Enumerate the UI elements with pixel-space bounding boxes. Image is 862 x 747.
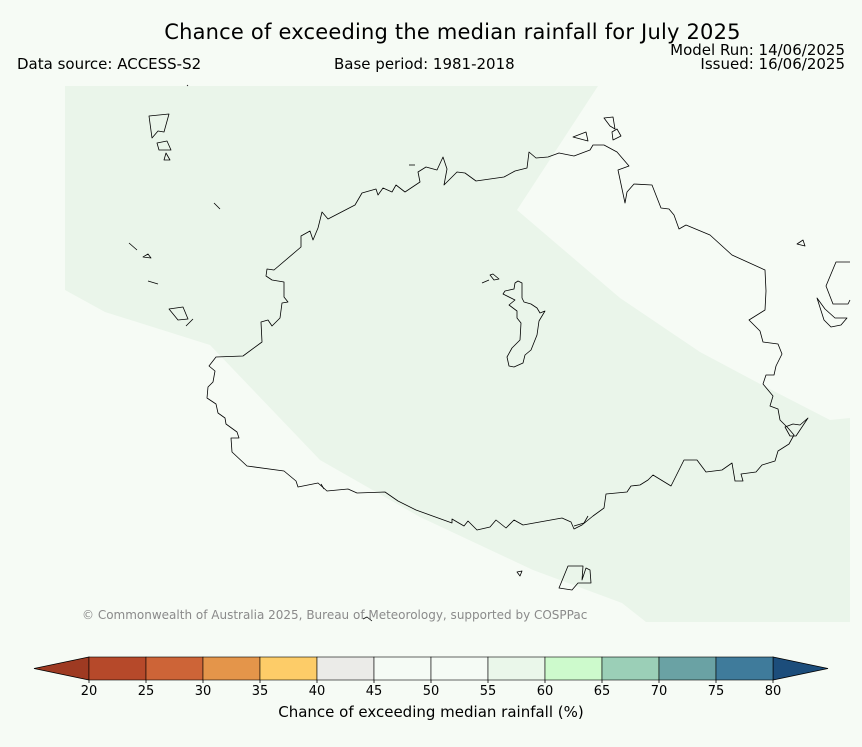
colorbar-tick-label: 30	[195, 684, 212, 699]
islet-nw-1	[148, 113, 170, 139]
coast-mark-s	[320, 483, 325, 490]
islet-ne-2	[603, 116, 616, 130]
colorbar-label: Chance of exceeding median rainfall (%)	[278, 703, 584, 721]
base-period-label: Base period: 1981-2018	[334, 55, 515, 73]
landmass-east-piece	[816, 297, 848, 328]
islet-ne-1	[572, 131, 589, 142]
islet-nw-8	[168, 306, 189, 321]
colorbar-segment	[544, 656, 603, 681]
colorbar-tick-label: 20	[81, 684, 98, 699]
copyright-notice: © Commonwealth of Australia 2025, Bureau…	[82, 608, 588, 622]
colorbar-segment	[88, 656, 147, 681]
colorbar-tick-label: 70	[651, 684, 668, 699]
islet-s-3	[362, 616, 373, 622]
islet-nw-7	[147, 280, 159, 285]
colorbar-tick-label: 80	[765, 684, 782, 699]
islet-nw-5	[128, 242, 138, 251]
colorbar-high-extension	[772, 656, 829, 681]
east-island-coastline	[784, 417, 809, 437]
model-run-label: Model Run: 14/06/2025	[670, 41, 845, 59]
coast-mark-s2	[573, 515, 589, 527]
colorbar-tick-label: 40	[309, 684, 326, 699]
map-title: Chance of exceeding the median rainfall …	[164, 20, 741, 44]
colorbar-tick-label: 55	[480, 684, 497, 699]
colorbar-tick-label: 60	[537, 684, 554, 699]
colorbar-segment	[316, 656, 375, 681]
islet-nw-9	[185, 318, 194, 327]
islet-nw-4	[213, 202, 221, 210]
landmass-east-edge	[825, 261, 851, 305]
central-inland-shape	[502, 280, 546, 368]
colorbar-tick-label: 50	[423, 684, 440, 699]
colorbar-tick-label: 45	[366, 684, 383, 699]
main-island-coastline	[206, 144, 795, 531]
inland-mark-2	[481, 279, 490, 284]
inland-mark-1	[489, 273, 500, 281]
colorbar-tick-label: 75	[708, 684, 725, 699]
colorbar-segment	[715, 656, 774, 681]
islet-nw-3	[163, 152, 171, 161]
colorbar-segment	[658, 656, 717, 681]
colorbar-segment	[145, 656, 204, 681]
colorbar-tick-label: 65	[594, 684, 611, 699]
colorbar-segment	[430, 656, 489, 681]
colorbar: 20 25 30 35 40 45 50 55 60 65 70 75 80	[33, 656, 829, 699]
islet-nw-2	[156, 140, 172, 151]
colorbar-tick-label: 25	[138, 684, 155, 699]
colorbar-segment	[202, 656, 261, 681]
colorbar-tick-label: 35	[252, 684, 269, 699]
colorbar-segment	[601, 656, 660, 681]
colorbar-low-extension	[33, 656, 90, 681]
issued-label: Issued: 16/06/2025	[700, 55, 845, 73]
shade-region-west	[65, 86, 850, 622]
colorbar-segment	[259, 656, 318, 681]
islet-ne-3	[611, 128, 622, 141]
islet-s-2	[558, 565, 592, 591]
islet-ne-4	[796, 239, 806, 247]
islet-nw-6	[142, 253, 152, 259]
colorbar-segment	[487, 656, 546, 681]
colorbar-segment	[373, 656, 432, 681]
islet-s-1	[516, 570, 523, 577]
islet-top-dot	[186, 84, 189, 87]
data-source-label: Data source: ACCESS-S2	[17, 55, 202, 73]
